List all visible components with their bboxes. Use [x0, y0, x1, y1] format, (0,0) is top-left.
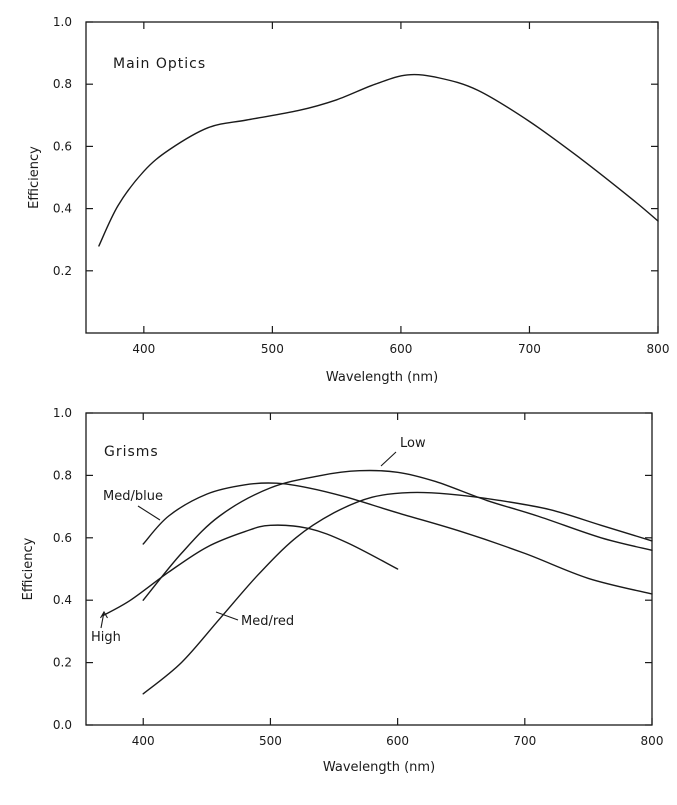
y-tick-label: 0.8: [53, 468, 72, 482]
annotation-leader-med-blue: [137, 505, 161, 521]
x-tick-label: 600: [389, 342, 412, 356]
annotation-med-blue: Med/blue: [103, 489, 163, 504]
y-tick-label: 0.6: [53, 139, 72, 153]
series-line: [98, 73, 659, 247]
series-line-low: [142, 469, 653, 601]
x-tick-label: 700: [513, 734, 536, 748]
x-tick-label: 700: [518, 342, 541, 356]
y-axis-label: Efficiency: [21, 537, 36, 600]
y-tick-label: 0.8: [53, 77, 72, 91]
panel-main-optics: 400 500 600 700 800 0.2 0.4 0.6 0.8 1.0 Wavelength…: [27, 15, 669, 385]
chart-title: Main Optics: [113, 56, 206, 72]
annotation-low: Low: [400, 436, 426, 451]
annotation-leader-low: [380, 451, 397, 467]
plot-frame: [85, 21, 659, 334]
y-tick-label: 1.0: [53, 15, 72, 29]
y-axis-label: Efficiency: [27, 146, 42, 209]
x-tick-label: 500: [259, 734, 282, 748]
annotation-med-red: Med/red: [241, 614, 294, 629]
series-line-med-blue: [142, 482, 653, 595]
plot-frame: [85, 412, 653, 726]
x-axis-label: Wavelength (nm): [326, 370, 438, 385]
x-tick-label: 400: [132, 342, 155, 356]
x-tick-label: 500: [261, 342, 284, 356]
y-tick-label: 0.6: [53, 531, 72, 545]
x-axis-label: Wavelength (nm): [323, 760, 435, 775]
annotation-high: High: [91, 630, 121, 645]
y-tick-label: 0.4: [53, 593, 72, 607]
y-tick-label: 0.2: [53, 656, 72, 670]
chart-title: Grisms: [104, 444, 159, 460]
annotation-leader-med-red: [215, 611, 239, 621]
y-tick-label: 1.0: [53, 406, 72, 420]
annotation-arrowhead: [100, 610, 108, 619]
annotation-leader-high: [100, 611, 105, 629]
y-tick-label: 0.0: [53, 718, 72, 732]
x-tick-label: 400: [132, 734, 155, 748]
series-line-high: [101, 524, 399, 617]
x-tick-label: 800: [641, 734, 664, 748]
x-tick-label: 600: [386, 734, 409, 748]
y-tick-label: 0.2: [53, 264, 72, 278]
y-tick-label: 0.4: [53, 202, 72, 216]
series-line-med-red: [142, 491, 653, 695]
panel-grisms: 400 500 600 700 800 0.0 0.2 0.4 0.6 0.8 1.0 Wavelen…: [21, 406, 663, 775]
x-tick-label: 800: [647, 342, 670, 356]
